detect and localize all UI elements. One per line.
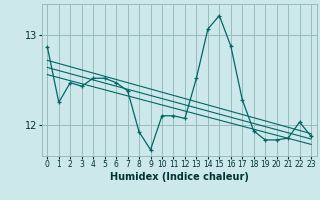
X-axis label: Humidex (Indice chaleur): Humidex (Indice chaleur) (110, 172, 249, 182)
